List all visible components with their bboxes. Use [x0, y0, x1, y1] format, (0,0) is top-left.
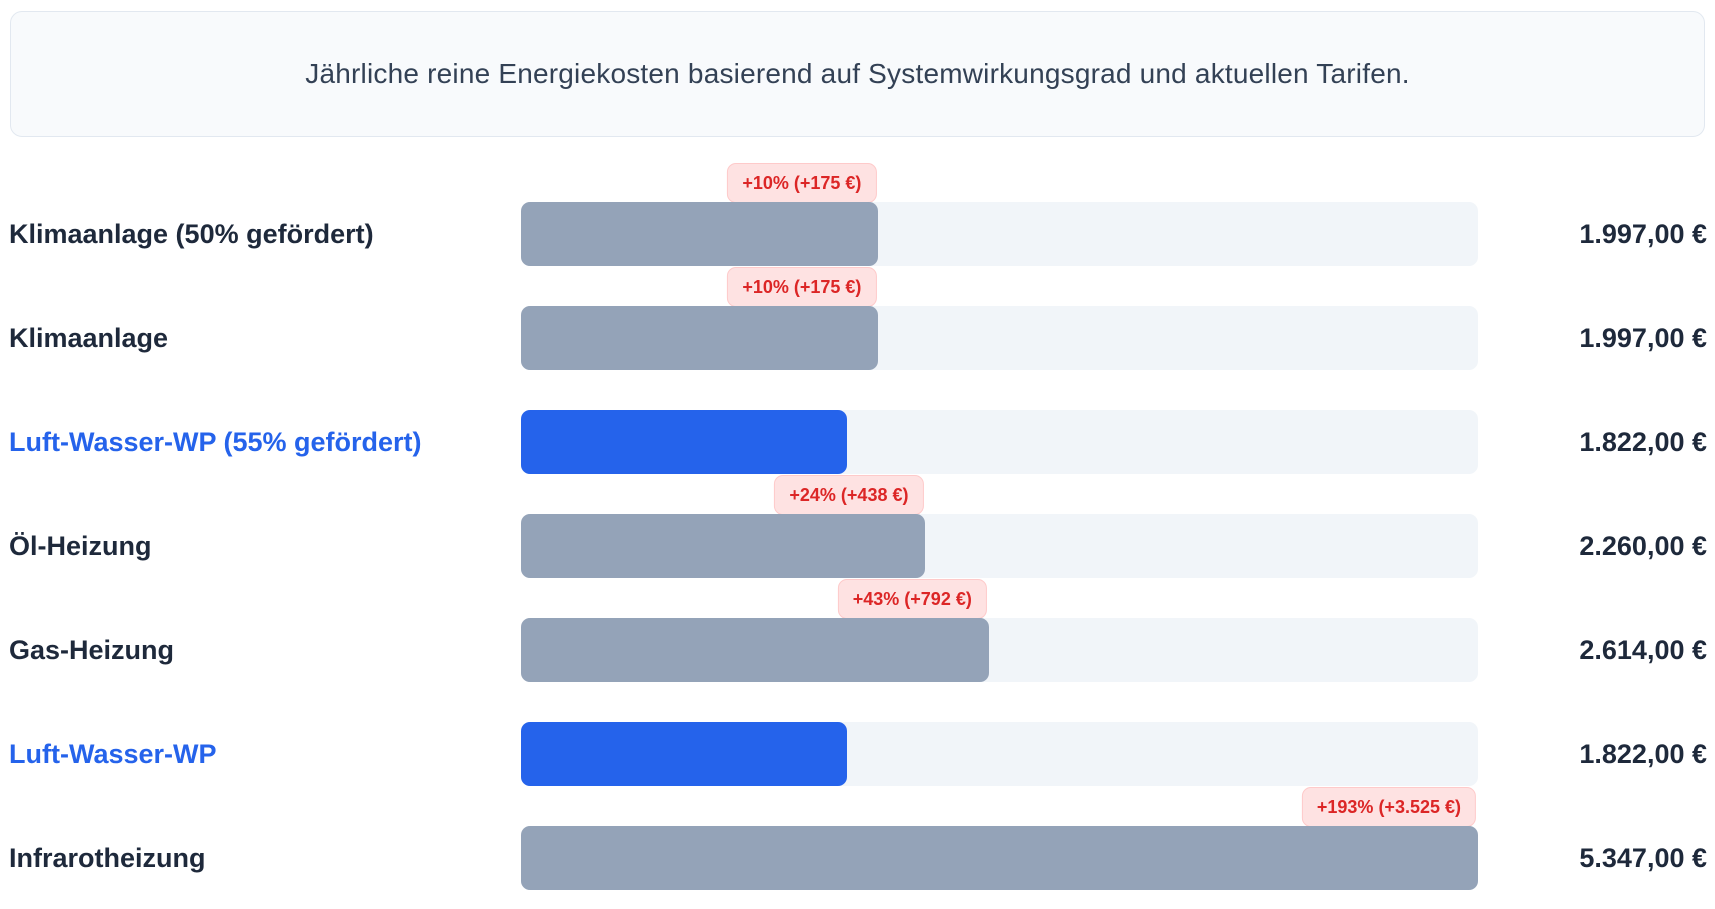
row-value: 1.822,00 € [1579, 738, 1707, 769]
bar-area: +193% (+3.525 €) [521, 786, 1478, 890]
bar-fill [521, 826, 1478, 890]
energy-cost-bar-chart: Klimaanlage (50% gefördert) +10% (+175 €)… [0, 162, 1715, 890]
bar-track [521, 722, 1478, 786]
row-value: 1.822,00 € [1579, 426, 1707, 457]
row-value: 2.614,00 € [1579, 634, 1707, 665]
row-value: 5.347,00 € [1579, 842, 1707, 873]
row-label: Klimaanlage [9, 322, 169, 353]
delta-badge: +24% (+438 €) [774, 475, 924, 515]
delta-badge: +193% (+3.525 €) [1301, 787, 1476, 827]
delta-badge: +10% (+175 €) [727, 163, 877, 203]
chart-row: Klimaanlage (50% gefördert) +10% (+175 €)… [0, 162, 1715, 266]
row-label: Luft-Wasser-WP [9, 738, 217, 769]
bar-track [521, 306, 1478, 370]
delta-badge: +10% (+175 €) [727, 267, 877, 307]
chart-row: Gas-Heizung +43% (+792 €) 2.614,00 € [0, 578, 1715, 682]
chart-row: Infrarotheizung +193% (+3.525 €) 5.347,00 … [0, 786, 1715, 890]
bar-area [521, 370, 1478, 474]
row-value: 1.997,00 € [1579, 322, 1707, 353]
bar-fill [521, 306, 879, 370]
bar-fill [521, 722, 848, 786]
delta-badge: +43% (+792 €) [837, 579, 987, 619]
bar-fill [521, 514, 926, 578]
bar-area [521, 682, 1478, 786]
bar-fill [521, 410, 848, 474]
bar-fill [521, 618, 989, 682]
bar-track [521, 618, 1478, 682]
chart-row: Klimaanlage +10% (+175 €) 1.997,00 € [0, 266, 1715, 370]
row-value: 2.260,00 € [1579, 530, 1707, 561]
row-label: Gas-Heizung [9, 634, 175, 665]
bar-track [521, 826, 1478, 890]
bar-area: +24% (+438 €) [521, 474, 1478, 578]
chart-row: Luft-Wasser-WP 1.822,00 € [0, 682, 1715, 786]
chart-row: Öl-Heizung +24% (+438 €) 2.260,00 € [0, 474, 1715, 578]
bar-track [521, 202, 1478, 266]
summary-banner: Jährliche reine Energiekosten basierend … [10, 11, 1705, 137]
bar-area: +10% (+175 €) [521, 266, 1478, 370]
chart-row: Luft-Wasser-WP (55% gefördert) 1.822,00 € [0, 370, 1715, 474]
bar-area: +43% (+792 €) [521, 578, 1478, 682]
row-label: Luft-Wasser-WP (55% gefördert) [9, 426, 422, 457]
summary-banner-text: Jährliche reine Energiekosten basierend … [305, 58, 1410, 89]
row-value: 1.997,00 € [1579, 218, 1707, 249]
bar-fill [521, 202, 879, 266]
bar-track [521, 514, 1478, 578]
row-label: Öl-Heizung [9, 530, 152, 561]
row-label: Infrarotheizung [9, 842, 206, 873]
bar-area: +10% (+175 €) [521, 162, 1478, 266]
row-label: Klimaanlage (50% gefördert) [9, 218, 374, 249]
bar-track [521, 410, 1478, 474]
